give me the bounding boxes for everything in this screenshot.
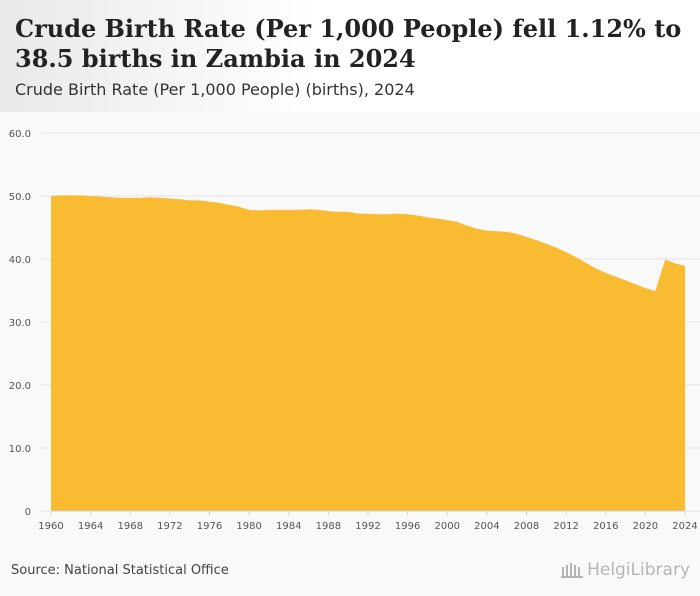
library-columns-icon (561, 563, 584, 578)
y-tick-label: 60.0 (9, 129, 31, 140)
axes: 0 10.0 20.0 30.0 40.0 50.0 60.0 1960 1964 1968 197… (9, 129, 698, 532)
logo-text: HelgiLibrary (587, 560, 690, 580)
x-tick-label: 2004 (474, 521, 499, 532)
x-tick-label: 1972 (157, 521, 182, 532)
x-tick-label: 1992 (355, 521, 380, 532)
x-tick-label: 2012 (553, 521, 578, 532)
x-tick-label: 1984 (276, 521, 301, 532)
birth-rate-series-area (51, 195, 685, 511)
chart-header: Crude Birth Rate (Per 1,000 People) fell… (0, 0, 700, 112)
y-tick-label: 40.0 (9, 255, 31, 266)
x-tick-label: 2020 (633, 521, 658, 532)
chart-title: Crude Birth Rate (Per 1,000 People) fell… (15, 14, 682, 73)
area-series (50, 195, 686, 511)
x-tick-label: 2000 (435, 521, 460, 532)
helgilibrary-logo: HelgiLibrary (560, 560, 690, 580)
y-tick-label: 50.0 (9, 192, 31, 203)
y-tick-label: 10.0 (9, 444, 31, 455)
x-tick-label: 1996 (395, 521, 420, 532)
x-tick-label: 1976 (197, 521, 222, 532)
y-tick-label: 20.0 (9, 381, 31, 392)
x-tick-label: 2008 (514, 521, 539, 532)
x-tick-label: 1980 (236, 521, 261, 532)
source-note: Source: National Statistical Office (11, 563, 229, 578)
x-tick-label: 1960 (38, 521, 63, 532)
x-tick-label: 1968 (118, 521, 143, 532)
x-tick-label: 2024 (672, 521, 697, 532)
chart-subtitle: Crude Birth Rate (Per 1,000 People) (bir… (15, 80, 415, 99)
x-tick-label: 2016 (593, 521, 618, 532)
x-tick-label: 1988 (316, 521, 341, 532)
y-tick-label: 30.0 (9, 318, 31, 329)
y-tick-label: 0 (25, 507, 31, 518)
x-tick-label: 1964 (78, 521, 103, 532)
